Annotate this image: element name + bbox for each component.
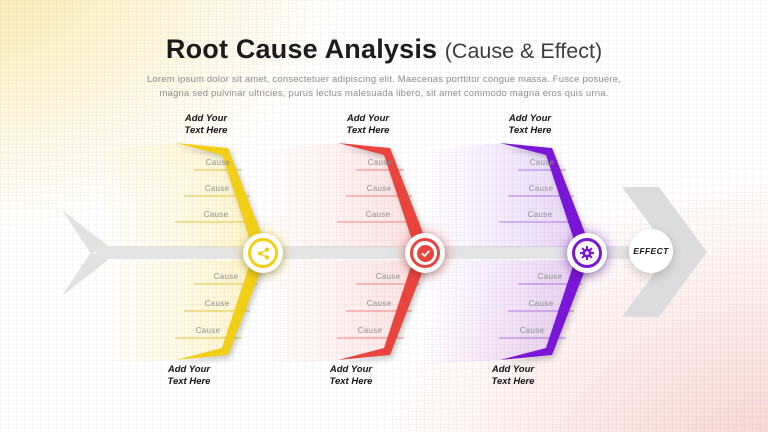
effect-node: EFFECT bbox=[629, 229, 673, 273]
label-line: Add Your bbox=[491, 364, 535, 375]
cause-label: Cause bbox=[204, 299, 230, 308]
cause-label: Cause bbox=[366, 299, 392, 308]
cause-label: Cause bbox=[195, 326, 221, 335]
branch-top-label: Add Your Text Here bbox=[509, 113, 552, 136]
label-line: Add Your bbox=[184, 113, 228, 124]
label-line: Add Your bbox=[508, 113, 552, 124]
cause-label: Cause bbox=[366, 184, 392, 193]
cause-branch-3: Add Your Text Here Cause Cause Cause Cau… bbox=[414, 110, 607, 410]
branch-bottom-label: Add Your Text Here bbox=[330, 364, 373, 387]
label-line: Text Here bbox=[329, 375, 373, 387]
cause-label: Cause bbox=[365, 210, 391, 219]
label-line: Add Your bbox=[346, 113, 390, 124]
label-line: Text Here bbox=[346, 124, 390, 136]
cause-label: Cause bbox=[357, 326, 383, 335]
node-ring bbox=[572, 238, 602, 268]
title-suffix: (Cause & Effect) bbox=[444, 39, 603, 63]
node-ring bbox=[248, 238, 278, 268]
tail-lower-fin bbox=[62, 252, 108, 296]
branch-bottom-label: Add Your Text Here bbox=[168, 364, 211, 387]
label-line: Add Your bbox=[329, 364, 373, 375]
branch-top-label: Add Your Text Here bbox=[185, 113, 228, 136]
cause-branch-2: Add Your Text Here Cause Cause Cause Cau… bbox=[252, 110, 445, 410]
cause-label: Cause bbox=[203, 210, 229, 219]
cause-label: Cause bbox=[537, 272, 563, 281]
cause-label: Cause bbox=[527, 210, 553, 219]
label-line: Text Here bbox=[184, 124, 228, 136]
cause-branch-1: Add Your Text Here Cause Cause Cause Cau… bbox=[90, 110, 283, 410]
branch-node bbox=[243, 233, 283, 273]
branch-top-label: Add Your Text Here bbox=[347, 113, 390, 136]
arrowhead-chevron bbox=[622, 187, 707, 317]
description-line-2: magna sed pulvinar ultricies, purus lect… bbox=[159, 88, 609, 99]
cause-label: Cause bbox=[213, 272, 239, 281]
effect-label: EFFECT bbox=[633, 246, 669, 256]
description: Lorem ipsum dolor sit amet, consectetuer… bbox=[0, 73, 768, 101]
cause-label: Cause bbox=[528, 184, 554, 193]
branch-node bbox=[405, 233, 445, 273]
gear-icon bbox=[580, 246, 594, 260]
cause-label: Cause bbox=[367, 158, 393, 167]
title-main: Root Cause Analysis bbox=[165, 34, 438, 64]
slide-header: Root Cause Analysis (Cause & Effect) Lor… bbox=[0, 34, 768, 101]
cause-label: Cause bbox=[519, 326, 545, 335]
share-icon bbox=[257, 246, 269, 260]
label-line: Text Here bbox=[508, 124, 552, 136]
cause-label: Cause bbox=[375, 272, 401, 281]
check-icon bbox=[416, 244, 434, 262]
cause-label: Cause bbox=[528, 299, 554, 308]
branch-node bbox=[567, 233, 607, 273]
page-title: Root Cause Analysis (Cause & Effect) bbox=[0, 34, 768, 66]
branch-bottom-label: Add Your Text Here bbox=[492, 364, 535, 387]
label-line: Text Here bbox=[167, 375, 211, 387]
spine-bar bbox=[96, 246, 645, 259]
tail-upper-fin bbox=[62, 210, 108, 254]
cause-label: Cause bbox=[205, 158, 231, 167]
label-line: Text Here bbox=[491, 375, 535, 387]
description-line-1: Lorem ipsum dolor sit amet, consectetuer… bbox=[146, 74, 622, 85]
node-ring bbox=[410, 238, 440, 268]
cause-label: Cause bbox=[204, 184, 230, 193]
label-line: Add Your bbox=[167, 364, 211, 375]
cause-label: Cause bbox=[529, 158, 555, 167]
